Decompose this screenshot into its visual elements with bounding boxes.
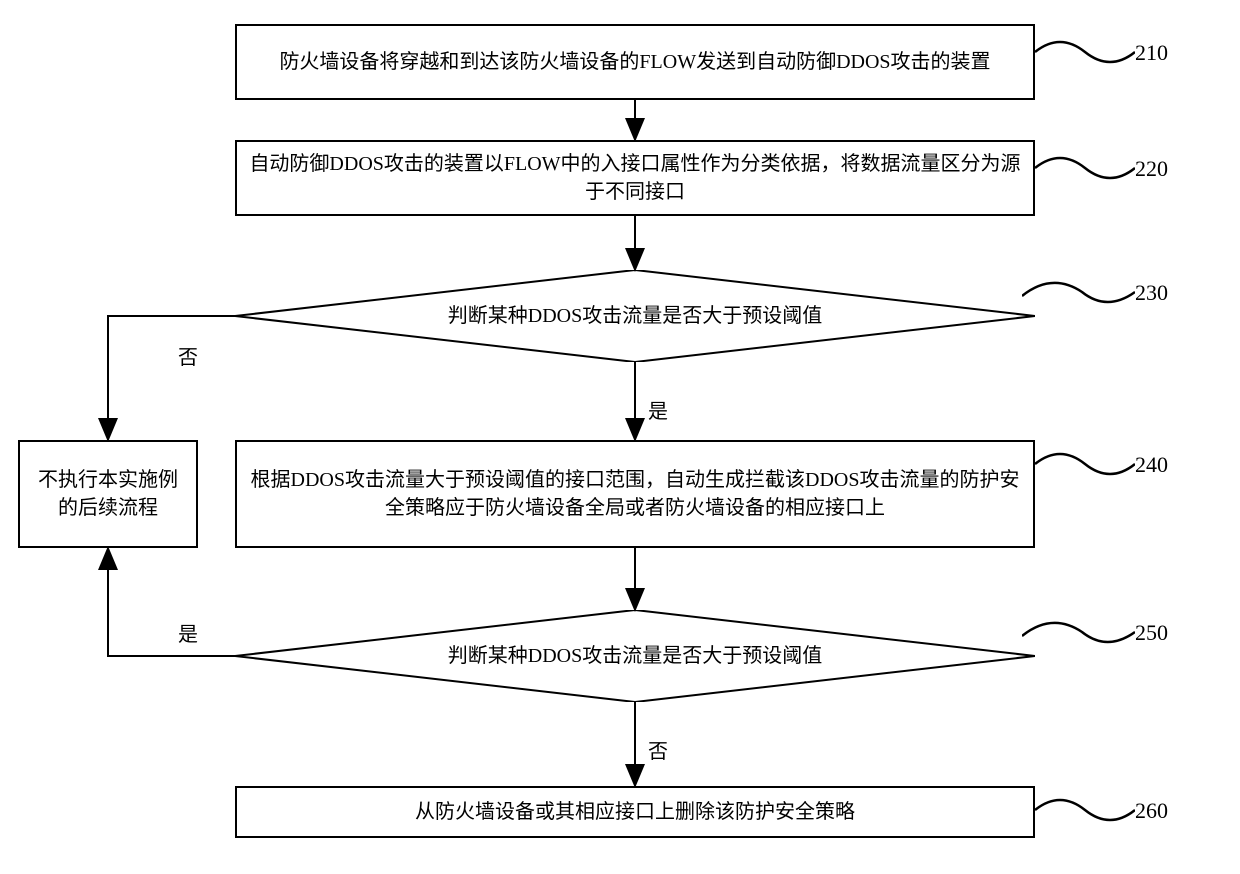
- node-240-text: 根据DDOS攻击流量大于预设阈值的接口范围，自动生成拦截该DDOS攻击流量的防护…: [249, 466, 1021, 522]
- edge-label-250-yes: 是: [178, 618, 198, 647]
- label-230: 230: [1135, 280, 1168, 306]
- squiggle-240: [1035, 452, 1135, 492]
- label-260: 260: [1135, 798, 1168, 824]
- label-220: 220: [1135, 156, 1168, 182]
- squiggle-230: [1022, 280, 1135, 320]
- squiggle-260: [1035, 798, 1135, 838]
- node-210-text: 防火墙设备将穿越和到达该防火墙设备的FLOW发送到自动防御DDOS攻击的装置: [279, 48, 990, 76]
- squiggle-210: [1035, 40, 1135, 80]
- edge-label-250-no: 否: [648, 735, 668, 764]
- node-230: 判断某种DDOS攻击流量是否大于预设阈值: [235, 270, 1035, 362]
- flowchart-arrows: [0, 0, 1240, 874]
- node-side: 不执行本实施例的后续流程: [18, 440, 198, 548]
- node-240: 根据DDOS攻击流量大于预设阈值的接口范围，自动生成拦截该DDOS攻击流量的防护…: [235, 440, 1035, 548]
- label-210: 210: [1135, 40, 1168, 66]
- node-260-text: 从防火墙设备或其相应接口上删除该防护安全策略: [415, 798, 855, 826]
- node-220-text: 自动防御DDOS攻击的装置以FLOW中的入接口属性作为分类依据，将数据流量区分为…: [249, 150, 1021, 206]
- node-260: 从防火墙设备或其相应接口上删除该防护安全策略: [235, 786, 1035, 838]
- edge-label-230-no: 否: [178, 341, 198, 370]
- node-250-text: 判断某种DDOS攻击流量是否大于预设阈值: [448, 642, 822, 670]
- squiggle-250: [1022, 620, 1135, 660]
- node-220: 自动防御DDOS攻击的装置以FLOW中的入接口属性作为分类依据，将数据流量区分为…: [235, 140, 1035, 216]
- label-240: 240: [1135, 452, 1168, 478]
- label-250: 250: [1135, 620, 1168, 646]
- node-230-text: 判断某种DDOS攻击流量是否大于预设阈值: [448, 302, 822, 330]
- node-side-text: 不执行本实施例的后续流程: [32, 466, 184, 522]
- edge-label-230-yes: 是: [648, 395, 668, 424]
- squiggle-220: [1035, 156, 1135, 196]
- node-210: 防火墙设备将穿越和到达该防火墙设备的FLOW发送到自动防御DDOS攻击的装置: [235, 24, 1035, 100]
- node-250: 判断某种DDOS攻击流量是否大于预设阈值: [235, 610, 1035, 702]
